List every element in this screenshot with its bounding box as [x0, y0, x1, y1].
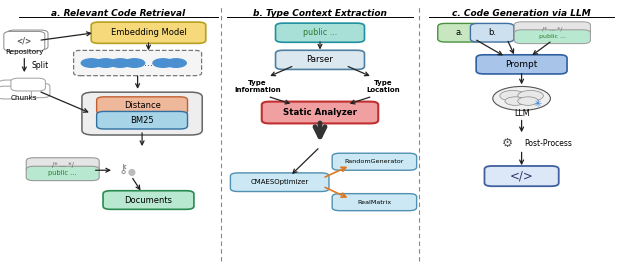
Text: /* ... */: /* ... */: [52, 162, 74, 168]
Text: ✳: ✳: [534, 99, 541, 109]
Circle shape: [81, 59, 102, 67]
Text: a.: a.: [456, 28, 463, 37]
FancyBboxPatch shape: [438, 23, 481, 42]
FancyBboxPatch shape: [103, 191, 194, 209]
Text: b.: b.: [488, 28, 496, 37]
Circle shape: [518, 90, 543, 101]
Text: public ...: public ...: [303, 28, 337, 37]
Text: public ...: public ...: [49, 171, 77, 176]
FancyBboxPatch shape: [515, 22, 590, 36]
FancyBboxPatch shape: [26, 158, 99, 172]
Text: a. Relevant Code Retrieval: a. Relevant Code Retrieval: [51, 9, 186, 18]
Text: Embedding Model: Embedding Model: [111, 28, 186, 37]
Text: ⚙: ⚙: [502, 137, 513, 150]
Circle shape: [518, 97, 538, 105]
Text: Type
Information: Type Information: [234, 80, 280, 93]
FancyBboxPatch shape: [26, 166, 99, 181]
Text: ⚷: ⚷: [118, 163, 127, 176]
FancyBboxPatch shape: [484, 166, 559, 186]
FancyBboxPatch shape: [74, 51, 202, 76]
FancyBboxPatch shape: [332, 153, 417, 170]
FancyBboxPatch shape: [275, 50, 365, 69]
Text: Type
Location: Type Location: [366, 80, 399, 93]
Circle shape: [124, 59, 145, 67]
FancyBboxPatch shape: [262, 102, 378, 123]
Text: Chunks: Chunks: [11, 95, 38, 101]
FancyBboxPatch shape: [515, 30, 590, 44]
Circle shape: [95, 59, 116, 67]
Text: public ...: public ...: [539, 34, 566, 39]
Text: LLM: LLM: [514, 109, 529, 118]
Circle shape: [505, 97, 525, 105]
Text: /* ... */: /* ... */: [542, 26, 563, 31]
FancyBboxPatch shape: [332, 194, 417, 211]
Circle shape: [166, 59, 186, 67]
Text: Static Analyzer: Static Analyzer: [283, 108, 357, 117]
Text: Parser: Parser: [307, 55, 333, 64]
Text: Split: Split: [32, 61, 49, 70]
Circle shape: [500, 90, 525, 101]
Text: Documents: Documents: [125, 196, 173, 205]
Text: BM25: BM25: [131, 116, 154, 125]
FancyBboxPatch shape: [82, 92, 202, 135]
Circle shape: [110, 59, 131, 67]
FancyBboxPatch shape: [11, 78, 45, 91]
FancyBboxPatch shape: [12, 83, 50, 98]
FancyBboxPatch shape: [7, 30, 48, 50]
FancyBboxPatch shape: [0, 86, 31, 99]
FancyBboxPatch shape: [0, 80, 37, 94]
FancyBboxPatch shape: [97, 111, 188, 129]
Text: ⬤: ⬤: [127, 169, 135, 176]
FancyBboxPatch shape: [4, 31, 45, 51]
FancyBboxPatch shape: [230, 173, 329, 192]
Text: </>: </>: [509, 170, 534, 182]
FancyBboxPatch shape: [470, 23, 514, 42]
Text: Distance: Distance: [124, 101, 161, 110]
FancyBboxPatch shape: [97, 97, 188, 114]
Circle shape: [493, 86, 550, 110]
Text: b. Type Context Extraction: b. Type Context Extraction: [253, 9, 387, 18]
Text: Repository: Repository: [5, 49, 44, 55]
FancyBboxPatch shape: [92, 22, 206, 43]
Circle shape: [153, 59, 173, 67]
Text: ...: ...: [144, 58, 153, 68]
Text: </>: </>: [17, 37, 32, 46]
FancyBboxPatch shape: [476, 55, 567, 74]
Text: CMAESOptimizer: CMAESOptimizer: [250, 179, 309, 185]
Text: RealMatrix: RealMatrix: [357, 200, 392, 205]
Text: c. Code Generation via LLM: c. Code Generation via LLM: [452, 9, 591, 18]
Text: Post-Process: Post-Process: [525, 139, 572, 148]
FancyBboxPatch shape: [275, 23, 365, 42]
Text: Prompt: Prompt: [506, 60, 538, 69]
Text: RandomGenerator: RandomGenerator: [345, 159, 404, 164]
